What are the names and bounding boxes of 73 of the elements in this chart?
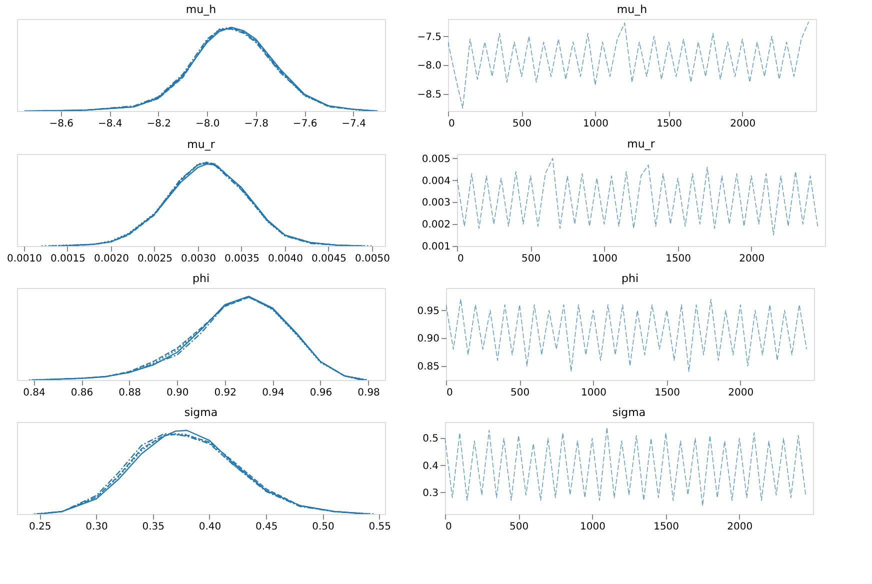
x-tick-label: −7.8 bbox=[244, 118, 268, 130]
x-tick-label: 0 bbox=[448, 118, 455, 130]
chart-title: mu_h bbox=[616, 3, 648, 16]
x-tick-label: 0.98 bbox=[358, 388, 380, 398]
x-tick-label: 500 bbox=[510, 522, 529, 532]
x-tick-label: 0.0045 bbox=[311, 254, 346, 264]
x-tick-label: 0.0030 bbox=[180, 254, 216, 264]
x-tick-label: 0.86 bbox=[70, 388, 94, 398]
x-tick-label: 0.0040 bbox=[268, 254, 303, 264]
x-tick-label: 0.0025 bbox=[137, 254, 172, 264]
x-tick-label: 500 bbox=[522, 254, 541, 264]
x-tick-label: 500 bbox=[510, 388, 530, 398]
x-tick-label: 0.84 bbox=[23, 388, 46, 398]
x-tick-label: 1000 bbox=[592, 254, 618, 264]
y-tick-label: 0.5 bbox=[422, 434, 438, 445]
x-tick-label: −8.4 bbox=[98, 118, 122, 130]
x-tick-label: 0 bbox=[458, 254, 464, 264]
x-tick-label: 0.92 bbox=[214, 388, 237, 398]
y-tick-label: −8.0 bbox=[417, 60, 442, 72]
chart-title: sigma bbox=[612, 406, 646, 419]
x-tick-label: 0.94 bbox=[262, 388, 284, 398]
x-tick-label: 1500 bbox=[656, 118, 682, 130]
x-tick-label: 500 bbox=[512, 118, 532, 130]
y-tick-label: 0.90 bbox=[417, 334, 440, 345]
x-tick-label: 0.35 bbox=[142, 522, 165, 532]
x-tick-label: 0.0015 bbox=[50, 254, 86, 264]
x-tick-label: 0.50 bbox=[312, 522, 334, 532]
x-tick-label: −8.2 bbox=[146, 118, 171, 130]
chart-title: phi bbox=[192, 272, 210, 285]
x-tick-label: 0.0050 bbox=[354, 254, 390, 264]
y-tick-label: 0.005 bbox=[422, 154, 450, 165]
x-tick-label: −8.0 bbox=[195, 118, 220, 130]
x-tick-label: −7.6 bbox=[292, 118, 318, 130]
x-tick-label: 0.0010 bbox=[6, 254, 42, 264]
x-tick-label: 1500 bbox=[654, 522, 680, 532]
x-tick-label: 0.0035 bbox=[224, 254, 260, 264]
x-tick-label: 0.25 bbox=[29, 522, 52, 532]
x-tick-label: 0.55 bbox=[368, 522, 391, 532]
x-tick-label: 0.90 bbox=[166, 388, 189, 398]
x-tick-label: 1000 bbox=[582, 118, 608, 130]
x-tick-label: 1000 bbox=[580, 388, 606, 398]
x-tick-label: 2000 bbox=[728, 388, 754, 398]
chart-title: mu_r bbox=[187, 138, 216, 151]
y-tick-label: −7.5 bbox=[417, 32, 442, 43]
x-tick-label: 0.96 bbox=[310, 388, 332, 398]
x-tick-label: 1500 bbox=[666, 254, 692, 264]
chart-title: phi bbox=[621, 272, 639, 285]
y-tick-label: 0.3 bbox=[422, 488, 438, 499]
chart-title: mu_r bbox=[627, 137, 656, 150]
y-tick-label: 0.4 bbox=[422, 460, 438, 472]
x-tick-label: 0.45 bbox=[255, 522, 278, 532]
y-tick-label: 0.004 bbox=[422, 176, 450, 187]
x-tick-label: 2000 bbox=[739, 254, 765, 264]
x-tick-label: 0 bbox=[446, 388, 453, 398]
x-tick-label: 1000 bbox=[580, 522, 606, 532]
y-tick-label: 0.002 bbox=[422, 220, 450, 231]
x-tick-label: 0.0020 bbox=[94, 254, 129, 264]
chart-title: mu_h bbox=[186, 3, 216, 16]
x-tick-label: −8.6 bbox=[49, 118, 74, 130]
x-tick-label: 0 bbox=[446, 522, 452, 532]
x-tick-label: 0.40 bbox=[198, 522, 222, 532]
x-tick-label: 0.88 bbox=[118, 388, 141, 398]
y-tick-label: −8.5 bbox=[417, 89, 442, 100]
y-tick-label: 0.95 bbox=[417, 306, 440, 317]
x-tick-label: 0.30 bbox=[86, 522, 108, 532]
x-tick-label: 2000 bbox=[730, 118, 756, 130]
chart-title: sigma bbox=[184, 406, 218, 419]
y-tick-label: 0.001 bbox=[422, 242, 450, 252]
x-tick-label: 2000 bbox=[727, 522, 753, 532]
y-tick-label: 0.85 bbox=[417, 362, 440, 373]
y-tick-label: 0.003 bbox=[422, 198, 450, 209]
x-tick-label: 1500 bbox=[654, 388, 680, 398]
x-tick-label: −7.4 bbox=[342, 118, 366, 130]
